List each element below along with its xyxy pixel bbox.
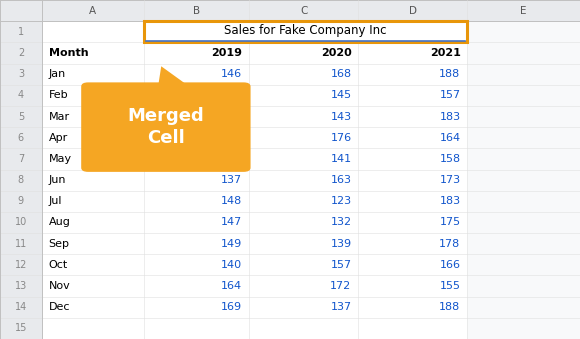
FancyBboxPatch shape: [81, 82, 251, 172]
Text: 3: 3: [18, 69, 24, 79]
Text: 172: 172: [221, 112, 242, 121]
Text: 183: 183: [440, 112, 461, 121]
Text: 175: 175: [440, 218, 461, 227]
Text: Nov: Nov: [49, 281, 71, 291]
Text: 157: 157: [440, 91, 461, 100]
Text: Jan: Jan: [49, 69, 66, 79]
Text: Jul: Jul: [49, 196, 62, 206]
Text: B: B: [193, 6, 200, 16]
Text: 164: 164: [440, 133, 461, 143]
Text: 2019: 2019: [212, 48, 242, 58]
Text: 188: 188: [439, 302, 461, 312]
Text: 12: 12: [14, 260, 27, 270]
Bar: [144, 21, 467, 42]
Text: 2: 2: [18, 48, 24, 58]
Text: 1: 1: [18, 27, 24, 37]
Text: Dec: Dec: [49, 302, 70, 312]
Text: 188: 188: [439, 69, 461, 79]
Text: Jun: Jun: [49, 175, 66, 185]
Text: 166: 166: [440, 260, 461, 270]
Text: Merged
Cell: Merged Cell: [128, 107, 204, 147]
Text: 7: 7: [18, 154, 24, 164]
Text: 123: 123: [331, 196, 351, 206]
Text: 169: 169: [222, 302, 242, 312]
Text: 163: 163: [331, 175, 351, 185]
Text: Sales for Fake Company Inc: Sales for Fake Company Inc: [224, 24, 387, 37]
Text: 141: 141: [331, 154, 351, 164]
Text: 155: 155: [440, 281, 461, 291]
Bar: [0, 0, 580, 21]
Text: 173: 173: [440, 175, 461, 185]
Text: C: C: [300, 6, 307, 16]
Text: 158: 158: [222, 91, 242, 100]
Text: 10: 10: [14, 218, 27, 227]
Text: 149: 149: [221, 239, 242, 248]
Text: E: E: [520, 6, 527, 16]
Text: 144: 144: [221, 154, 242, 164]
Text: 145: 145: [331, 91, 351, 100]
Text: 143: 143: [331, 112, 351, 121]
Text: 2021: 2021: [430, 48, 461, 58]
Text: Oct: Oct: [49, 260, 68, 270]
Text: 158: 158: [440, 154, 461, 164]
Text: 168: 168: [331, 69, 351, 79]
Text: 178: 178: [439, 239, 461, 248]
Text: 6: 6: [18, 133, 24, 143]
Text: 11: 11: [14, 239, 27, 248]
Text: Mar: Mar: [49, 112, 70, 121]
Text: D: D: [409, 6, 417, 16]
Text: Sep: Sep: [49, 239, 70, 248]
Text: A: A: [89, 6, 96, 16]
Text: 139: 139: [331, 239, 351, 248]
Text: 5: 5: [18, 112, 24, 121]
Text: Month: Month: [49, 48, 88, 58]
Text: 140: 140: [222, 260, 242, 270]
Text: 172: 172: [330, 281, 351, 291]
Bar: [144, 21, 467, 42]
Text: Aug: Aug: [49, 218, 71, 227]
Polygon shape: [158, 66, 189, 86]
Text: 14: 14: [14, 302, 27, 312]
Text: Apr: Apr: [49, 133, 68, 143]
Text: 15: 15: [14, 323, 27, 333]
Text: 146: 146: [222, 69, 242, 79]
Text: 159: 159: [222, 133, 242, 143]
Text: 147: 147: [221, 218, 242, 227]
Text: 8: 8: [18, 175, 24, 185]
Text: 4: 4: [18, 91, 24, 100]
Text: 137: 137: [331, 302, 351, 312]
Bar: [0, 0, 42, 339]
Text: 132: 132: [331, 218, 351, 227]
Text: 157: 157: [331, 260, 351, 270]
Text: 9: 9: [18, 196, 24, 206]
Text: Feb: Feb: [49, 91, 68, 100]
Text: May: May: [49, 154, 72, 164]
Text: 164: 164: [222, 281, 242, 291]
Text: 2020: 2020: [321, 48, 351, 58]
Text: 176: 176: [331, 133, 351, 143]
Text: 13: 13: [14, 281, 27, 291]
Text: 137: 137: [222, 175, 242, 185]
Text: 148: 148: [221, 196, 242, 206]
Bar: [42, 21, 467, 339]
Text: 183: 183: [440, 196, 461, 206]
